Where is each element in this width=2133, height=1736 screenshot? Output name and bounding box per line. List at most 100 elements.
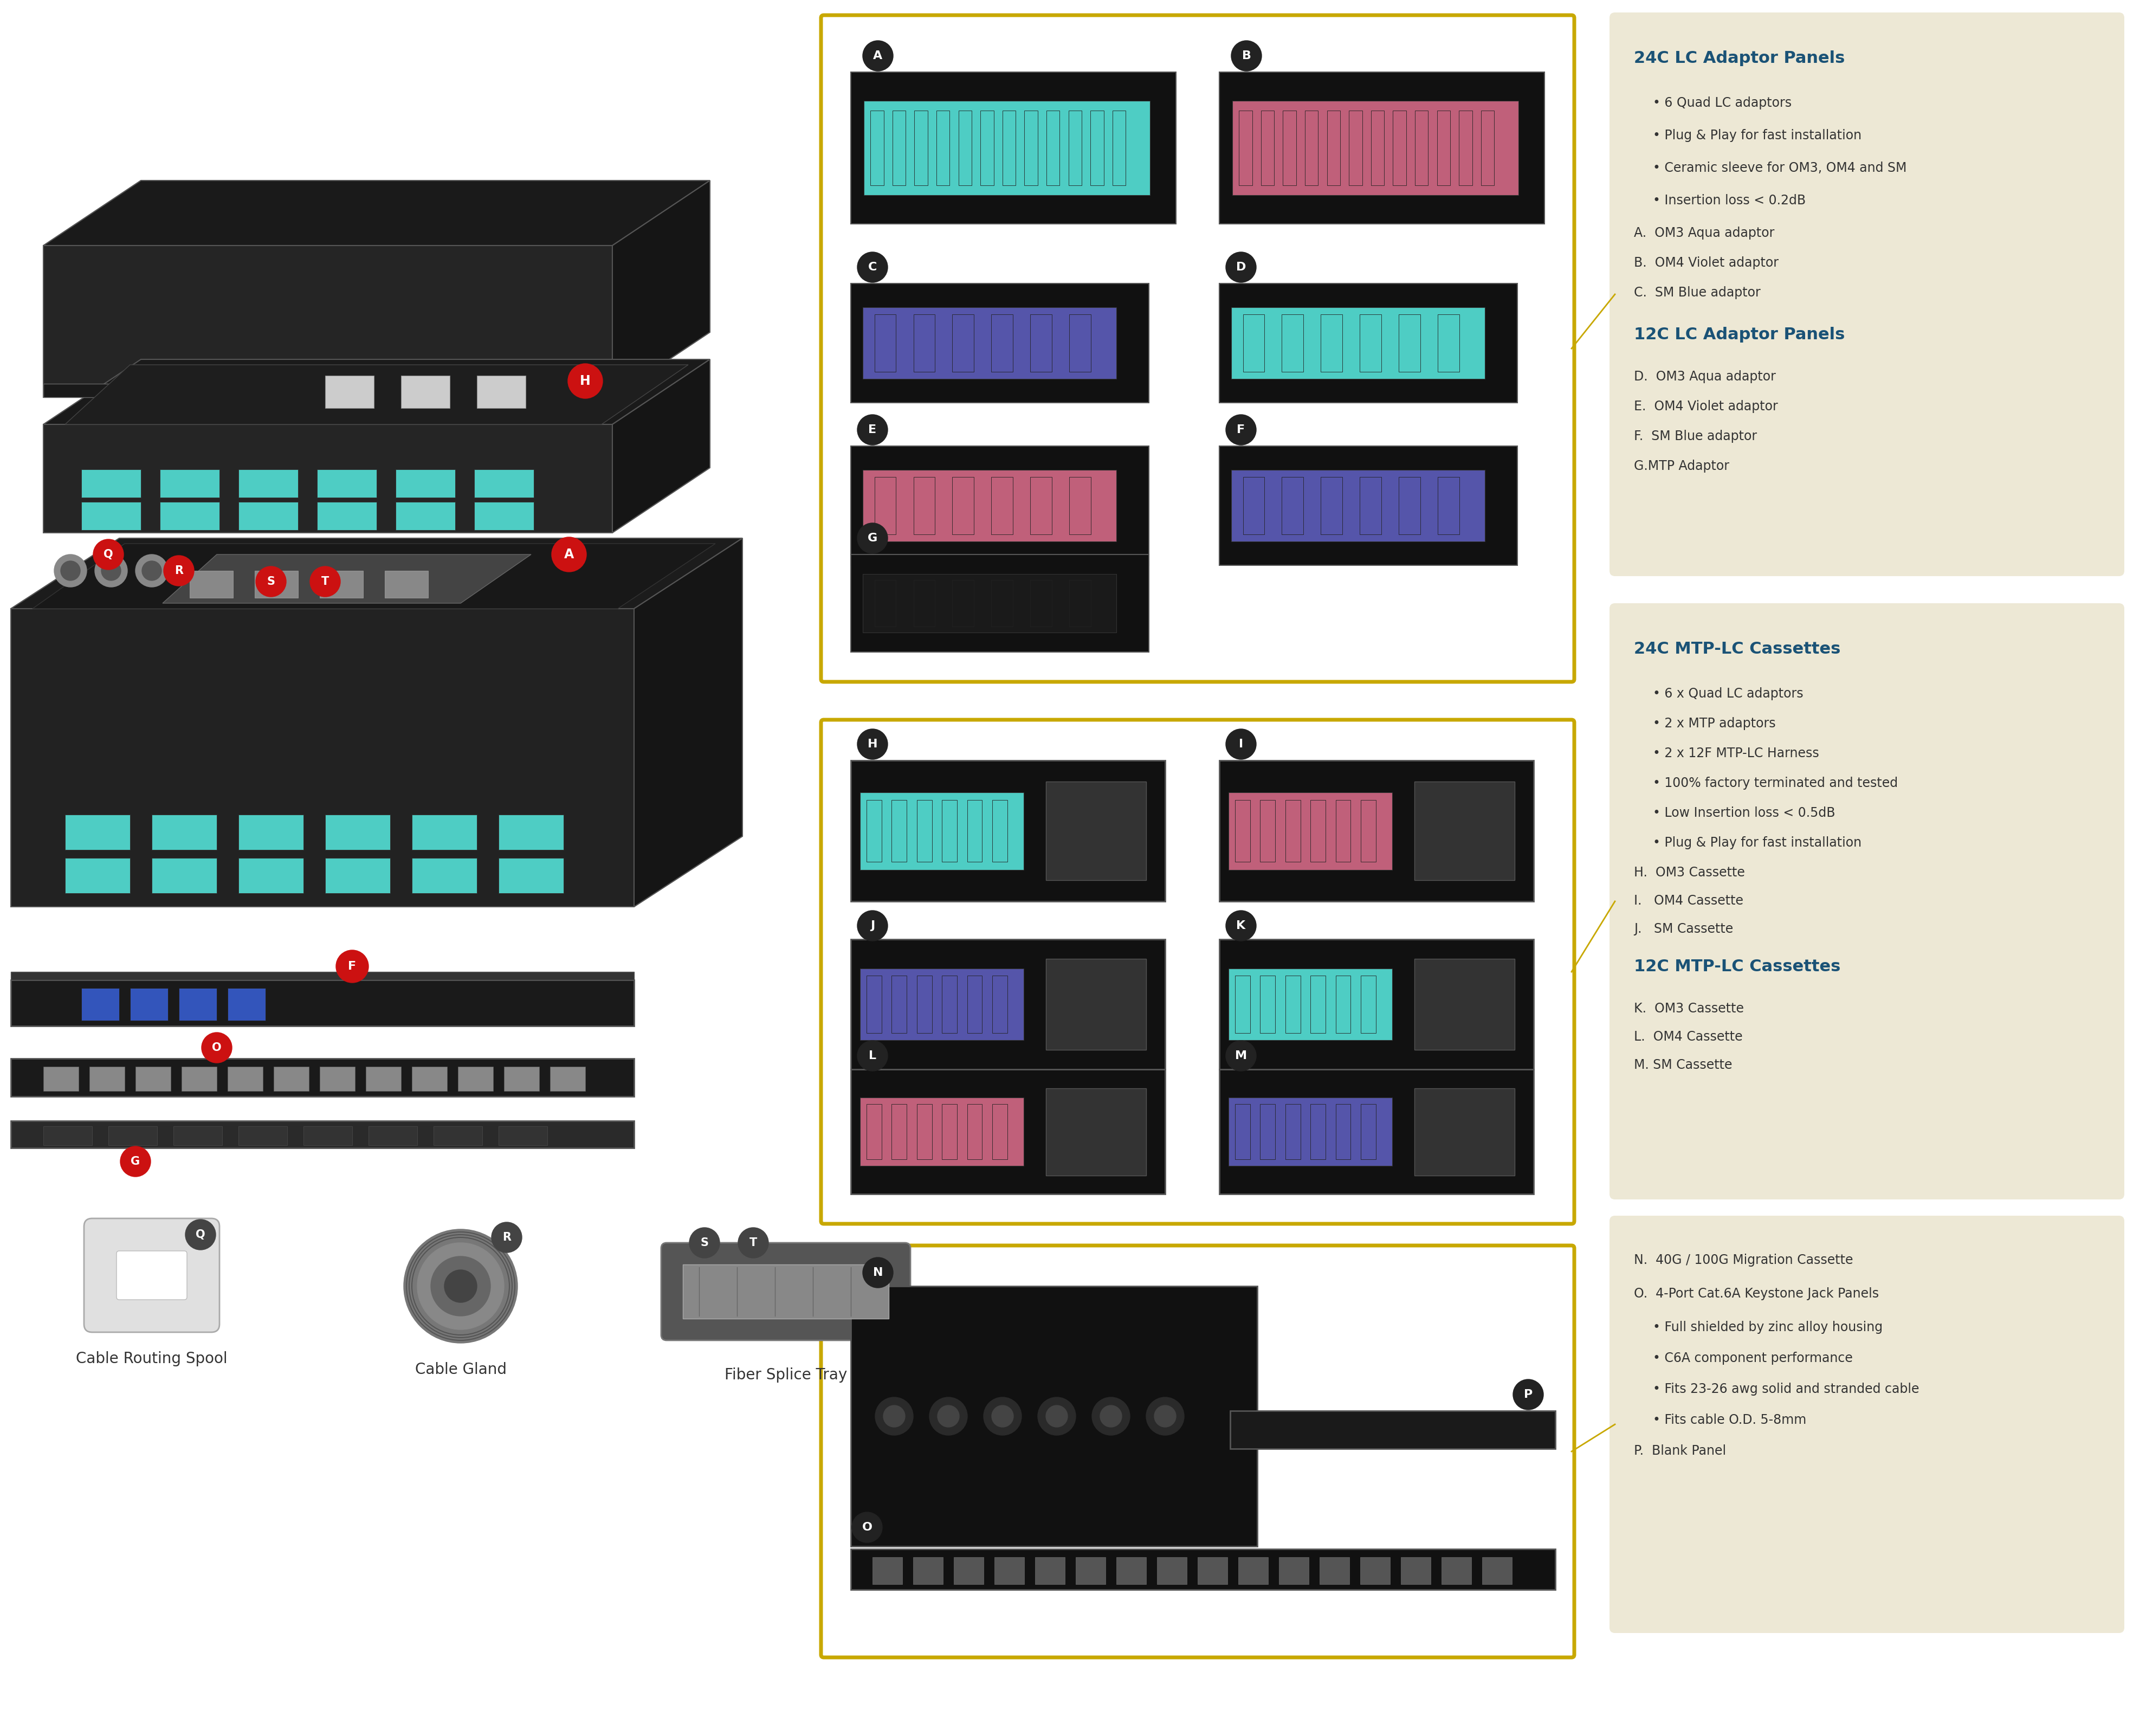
Bar xyxy=(254,571,299,597)
FancyBboxPatch shape xyxy=(83,1219,220,1332)
Bar xyxy=(320,1066,354,1090)
Bar xyxy=(1235,800,1250,861)
Text: T: T xyxy=(749,1238,757,1248)
Bar xyxy=(369,1127,418,1146)
Text: • Ceramic sleeve for OM3, OM4 and SM: • Ceramic sleeve for OM3, OM4 and SM xyxy=(1653,161,1907,175)
Bar xyxy=(1335,800,1350,861)
Bar xyxy=(1244,314,1265,372)
Bar xyxy=(958,111,973,186)
Circle shape xyxy=(875,1397,913,1436)
Circle shape xyxy=(256,566,286,597)
Bar xyxy=(870,111,883,186)
Bar xyxy=(11,609,634,906)
Text: 12C LC Adaptor Panels: 12C LC Adaptor Panels xyxy=(1634,326,1845,342)
Bar xyxy=(137,1066,171,1090)
Bar xyxy=(81,469,141,498)
Bar xyxy=(160,502,220,529)
Circle shape xyxy=(1226,911,1256,941)
Bar xyxy=(992,1104,1007,1160)
Bar xyxy=(1310,800,1325,861)
Circle shape xyxy=(883,1406,904,1427)
Bar xyxy=(1361,1104,1376,1160)
Bar xyxy=(860,792,1024,870)
Bar xyxy=(913,477,934,535)
FancyBboxPatch shape xyxy=(1610,602,2124,1200)
Bar xyxy=(228,988,264,1021)
Bar xyxy=(499,1127,548,1146)
Polygon shape xyxy=(634,538,742,906)
Bar xyxy=(474,502,533,529)
Bar xyxy=(239,502,299,529)
Bar xyxy=(1261,1104,1276,1160)
Bar xyxy=(1414,111,1429,186)
Text: • C6A component performance: • C6A component performance xyxy=(1653,1352,1854,1364)
Text: Q: Q xyxy=(196,1229,205,1240)
Text: M: M xyxy=(1235,1050,1248,1061)
Polygon shape xyxy=(32,543,715,609)
Circle shape xyxy=(567,363,604,398)
Bar xyxy=(1261,800,1276,861)
Bar xyxy=(273,1066,309,1090)
Circle shape xyxy=(1226,252,1256,283)
Text: K.  OM3 Cassette: K. OM3 Cassette xyxy=(1634,1002,1745,1016)
Bar xyxy=(1069,580,1090,627)
Bar xyxy=(1229,1097,1393,1167)
Bar xyxy=(981,111,994,186)
Bar xyxy=(1393,111,1406,186)
Text: O: O xyxy=(862,1522,872,1533)
Bar xyxy=(851,283,1150,403)
Bar xyxy=(1231,1411,1555,1450)
Bar xyxy=(324,814,390,851)
Bar xyxy=(866,976,881,1033)
Circle shape xyxy=(992,1406,1013,1427)
Bar xyxy=(1327,111,1340,186)
Text: • Insertion loss < 0.2dB: • Insertion loss < 0.2dB xyxy=(1653,194,1807,207)
Bar xyxy=(1438,314,1459,372)
Circle shape xyxy=(203,1033,232,1062)
Bar xyxy=(1399,314,1421,372)
FancyBboxPatch shape xyxy=(1610,1215,2124,1634)
Bar xyxy=(966,800,981,861)
Bar xyxy=(851,1549,1555,1590)
Circle shape xyxy=(939,1406,960,1427)
Polygon shape xyxy=(612,359,710,533)
Bar xyxy=(892,1104,907,1160)
Bar xyxy=(1335,976,1350,1033)
Bar xyxy=(151,858,218,894)
Text: • 6 x Quad LC adaptors: • 6 x Quad LC adaptors xyxy=(1653,687,1802,700)
Circle shape xyxy=(857,252,887,283)
Circle shape xyxy=(186,1219,215,1250)
Circle shape xyxy=(857,415,887,444)
Bar xyxy=(1229,969,1393,1040)
Circle shape xyxy=(164,556,194,585)
Bar xyxy=(64,858,130,894)
FancyBboxPatch shape xyxy=(821,720,1574,1224)
Bar xyxy=(1310,1104,1325,1160)
Bar xyxy=(1335,1104,1350,1160)
Bar xyxy=(1372,111,1384,186)
Bar xyxy=(190,571,232,597)
Bar xyxy=(866,1104,881,1160)
Circle shape xyxy=(1145,1397,1184,1436)
Circle shape xyxy=(1226,415,1256,444)
Text: G: G xyxy=(130,1156,141,1167)
Bar xyxy=(1231,307,1485,378)
Circle shape xyxy=(1226,1040,1256,1071)
Bar xyxy=(1235,1104,1250,1160)
Text: H.  OM3 Cassette: H. OM3 Cassette xyxy=(1634,866,1745,878)
Bar xyxy=(864,101,1150,194)
Text: • Fits 23-26 awg solid and stranded cable: • Fits 23-26 awg solid and stranded cabl… xyxy=(1653,1382,1920,1396)
Bar xyxy=(384,571,429,597)
Circle shape xyxy=(1045,1406,1069,1427)
Bar xyxy=(913,314,934,372)
Bar xyxy=(303,1127,352,1146)
Bar xyxy=(917,1104,932,1160)
Text: Cable Gland: Cable Gland xyxy=(414,1363,506,1377)
Bar xyxy=(1361,1557,1391,1585)
Bar xyxy=(872,1557,902,1585)
Bar xyxy=(1220,446,1517,566)
Bar xyxy=(499,814,563,851)
Bar xyxy=(1220,73,1544,224)
Bar xyxy=(109,1127,158,1146)
Bar xyxy=(953,1557,983,1585)
